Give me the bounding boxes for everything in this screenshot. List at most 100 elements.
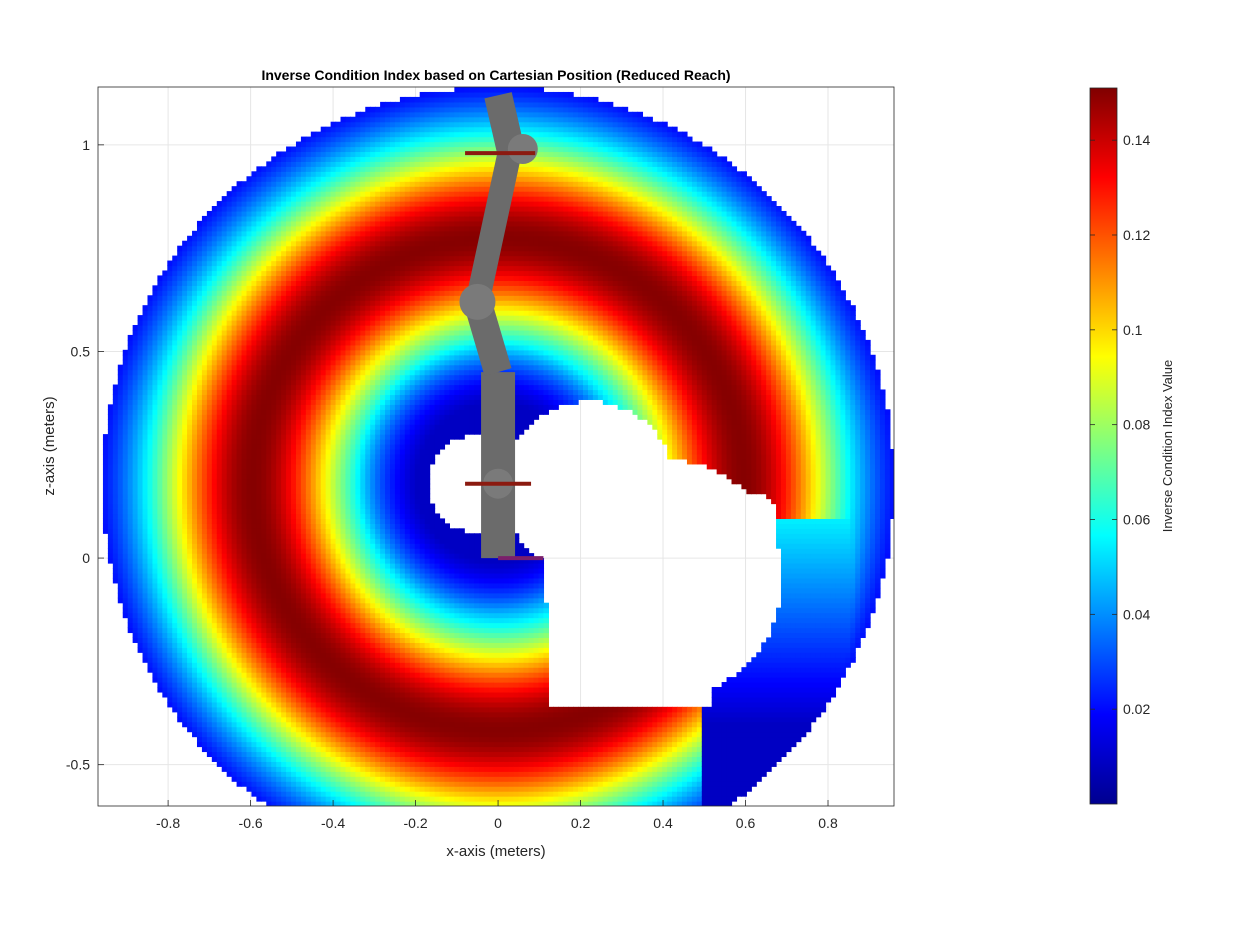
heatmap-cell [157,409,163,415]
heatmap-cell [147,360,153,366]
heatmap-cell [197,533,203,539]
heatmap-cell [143,484,149,490]
heatmap-cell [331,598,337,604]
heatmap-cell [143,389,149,395]
heatmap-cell [202,340,208,346]
heatmap-cell [276,151,282,157]
heatmap-cell [202,345,208,351]
heatmap-cell [207,365,213,371]
heatmap-cell [128,404,134,410]
heatmap-cell [256,618,262,624]
heatmap-cell [311,538,317,544]
heatmap-cell [133,439,139,445]
heatmap-cell [152,469,158,475]
heatmap-cell [172,508,178,514]
heatmap-cell [296,672,302,678]
heatmap-cell [291,399,297,405]
heatmap-cell [172,434,178,440]
heatmap-cell [227,637,233,643]
heatmap-cell [306,662,312,668]
heatmap-cell [177,608,183,614]
heatmap-cell [147,295,153,301]
heatmap-cell [306,459,312,465]
heatmap-cell [326,504,332,510]
heatmap-cell [227,682,233,688]
heatmap-cell [301,385,307,391]
heatmap-cell [232,722,238,728]
heatmap-cell [172,375,178,381]
heatmap-cell [227,211,233,217]
heatmap-cell [256,325,262,331]
heatmap-cell [217,474,223,480]
heatmap-cell [207,270,213,276]
heatmap-cell [207,350,213,356]
heatmap-cell [217,583,223,589]
heatmap-cell [152,632,158,638]
heatmap-cell [237,345,243,351]
heatmap-cell [152,508,158,514]
heatmap-cell [331,523,337,529]
heatmap-cell [281,608,287,614]
heatmap-cell [232,598,238,604]
heatmap-cell [217,330,223,336]
heatmap-cell [212,558,218,564]
heatmap-cell [133,627,139,633]
heatmap-cell [242,687,248,693]
heatmap-cell [217,206,223,212]
heatmap-cell [182,310,188,316]
heatmap-cell [276,677,282,683]
heatmap-cell [167,538,173,544]
heatmap-cell [222,424,228,430]
heatmap-cell [237,627,243,633]
heatmap-cell [152,479,158,485]
heatmap-cell [281,623,287,629]
heatmap-cell [197,667,203,673]
heatmap-cell [326,618,332,624]
heatmap-cell [291,246,297,252]
heatmap-cell [261,404,267,410]
heatmap-cell [192,603,198,609]
heatmap-cell [316,325,322,331]
heatmap-cell [157,459,163,465]
heatmap-cell [192,593,198,599]
heatmap-cell [202,236,208,242]
heatmap-cell [182,667,188,673]
heatmap-cell [281,722,287,728]
heatmap-cell [217,454,223,460]
heatmap-cell [157,538,163,544]
heatmap-cell [336,444,342,450]
heatmap-cell [222,618,228,624]
heatmap-cell [138,494,144,500]
heatmap-cell [237,365,243,371]
heatmap-cell [246,558,252,564]
heatmap-cell [306,677,312,683]
heatmap-cell [237,241,243,247]
heatmap-cell [261,632,267,638]
heatmap-cell [227,300,233,306]
heatmap-cell [326,370,332,376]
heatmap-cell [182,618,188,624]
heatmap-cell [331,732,337,738]
heatmap-cell [118,399,124,405]
heatmap-cell [108,504,114,510]
heatmap-cell [276,489,282,495]
heatmap-cell [197,593,203,599]
heatmap-cell [281,186,287,192]
heatmap-cell [187,702,193,708]
heatmap-cell [192,652,198,658]
heatmap-cell [237,280,243,286]
heatmap-cell [256,280,262,286]
heatmap-cell [331,389,337,395]
heatmap-cell [182,504,188,510]
heatmap-cell [306,355,312,361]
heatmap-cell [281,375,287,381]
heatmap-cell [177,647,183,653]
heatmap-cell [222,196,228,202]
heatmap-cell [222,761,228,767]
heatmap-cell [301,528,307,534]
heatmap-cell [177,672,183,678]
heatmap-cell [143,608,149,614]
heatmap-cell [316,171,322,177]
heatmap-cell [123,380,129,386]
heatmap-cell [331,454,337,460]
